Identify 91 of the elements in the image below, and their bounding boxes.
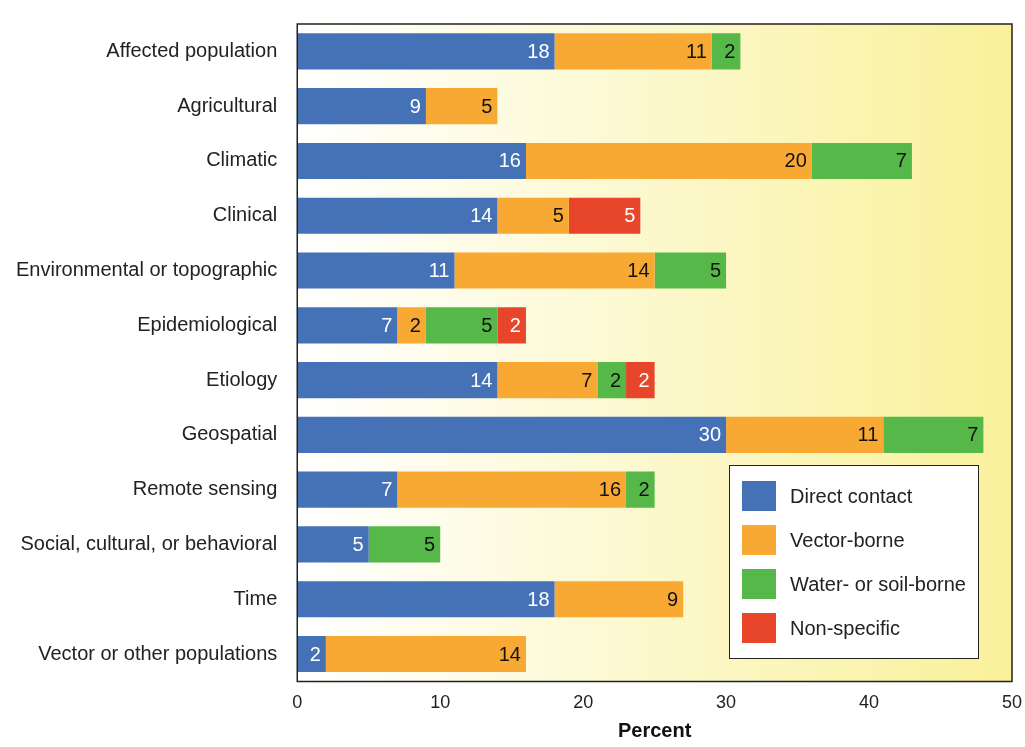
bar [497, 307, 526, 344]
bar [726, 416, 884, 453]
bar [297, 88, 426, 125]
data-label: 14 [470, 368, 493, 391]
bar [297, 526, 369, 563]
data-label: 7 [381, 478, 393, 501]
y-tick-label: Climatic [206, 148, 278, 171]
data-label: 18 [527, 587, 550, 610]
y-tick-label: Environmental or topographic [15, 258, 278, 281]
data-label: 16 [498, 149, 521, 172]
bar [297, 33, 555, 70]
bar [554, 581, 684, 618]
bar [711, 33, 741, 70]
bar [497, 362, 598, 399]
x-tick-label: 50 [1001, 692, 1022, 713]
legend-label: Non-specific [790, 616, 901, 640]
bar [811, 142, 912, 180]
bar [425, 88, 498, 125]
data-label: 9 [667, 587, 679, 610]
bar [297, 416, 727, 453]
bar [626, 362, 655, 399]
bar [654, 252, 727, 289]
data-label: 5 [424, 532, 436, 555]
bar [297, 635, 326, 673]
y-tick-label: Vector or other populations [38, 641, 278, 664]
bar [297, 581, 555, 618]
x-tick-label: 20 [573, 692, 594, 713]
data-label: 2 [638, 478, 650, 501]
bar [297, 471, 398, 508]
data-label: 30 [698, 423, 722, 446]
bar [397, 471, 627, 508]
data-label: 2 [724, 39, 736, 62]
data-label: 5 [481, 94, 493, 117]
data-label: 16 [598, 478, 622, 501]
y-tick-label: Etiology [206, 367, 278, 390]
y-tick-label: Epidemiological [137, 312, 278, 335]
data-label: 14 [498, 642, 521, 665]
y-tick-label: Geospatial [181, 422, 278, 445]
bar [554, 33, 712, 70]
legend-label: Direct contact [790, 484, 913, 508]
bar [325, 635, 526, 673]
y-tick-label: Agricultural [177, 93, 278, 116]
x-axis-title: Percent [617, 718, 692, 741]
bar [597, 362, 627, 399]
y-tick-label: Affected population [106, 38, 278, 61]
x-tick-label: 40 [859, 692, 880, 713]
data-label: 2 [309, 642, 321, 665]
data-label: 5 [709, 259, 722, 282]
y-tick-label: Remote sensing [132, 477, 278, 500]
bar [568, 197, 641, 234]
data-label: 2 [638, 368, 650, 391]
bar [368, 526, 441, 563]
bar [454, 252, 655, 289]
data-label: 2 [509, 313, 521, 336]
legend-label: Water- or soil-borne [790, 572, 966, 596]
y-tick-label: Social, cultural, or behavioral [20, 531, 278, 554]
bar [425, 307, 498, 344]
y-tick-label: Time [233, 586, 278, 609]
legend-label: Vector-borne [790, 528, 905, 552]
bar [297, 142, 526, 180]
bar [525, 142, 812, 180]
data-label: 11 [686, 39, 707, 62]
bar [626, 471, 655, 508]
data-label: 2 [409, 313, 421, 336]
x-tick-label: 0 [292, 692, 303, 713]
data-label: 18 [527, 39, 550, 62]
data-label: 7 [967, 423, 979, 446]
x-tick-label: 30 [716, 692, 737, 713]
data-label: 5 [481, 313, 493, 336]
data-label: 7 [895, 149, 907, 172]
bar [297, 307, 398, 344]
bar [297, 197, 498, 234]
data-label: 2 [609, 368, 622, 391]
data-label: 7 [381, 313, 393, 336]
data-label: 11 [857, 423, 879, 446]
data-label: 5 [624, 204, 636, 227]
data-label: 20 [784, 149, 807, 172]
bar [497, 197, 569, 234]
data-label: 14 [470, 204, 493, 227]
bar [297, 362, 498, 399]
bar [883, 416, 984, 453]
data-label: 5 [552, 204, 564, 227]
bar [297, 252, 455, 289]
data-label: 9 [409, 94, 421, 117]
y-tick-label: Clinical [212, 203, 278, 226]
data-label: 7 [581, 368, 593, 391]
data-label: 11 [428, 259, 450, 282]
data-label: 14 [627, 259, 650, 282]
bar [397, 307, 426, 344]
data-label: 5 [352, 532, 364, 555]
x-tick-label: 10 [430, 692, 451, 713]
